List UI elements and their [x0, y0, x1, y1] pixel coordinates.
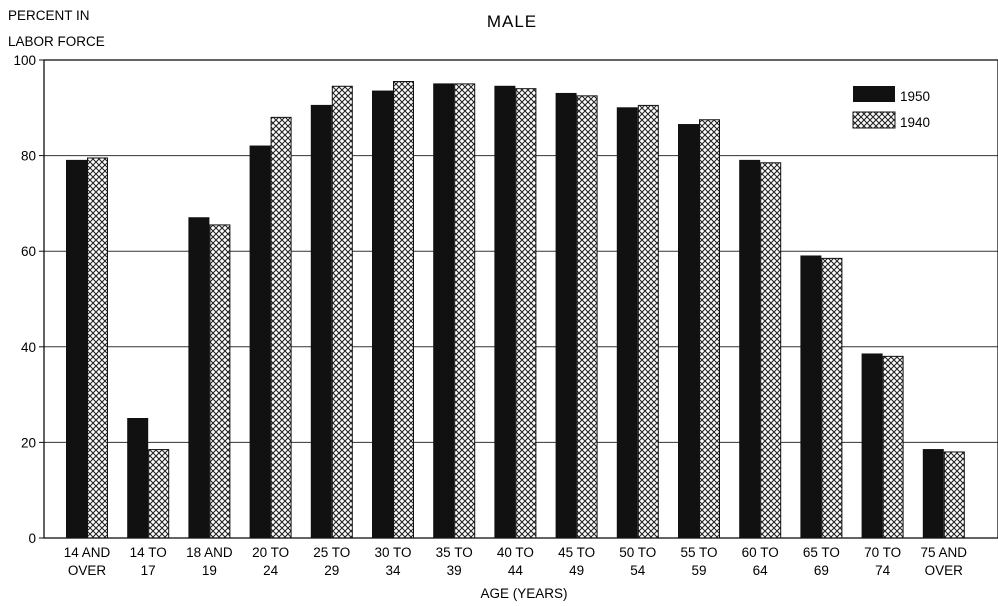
- x-axis-label: AGE (YEARS): [480, 586, 567, 601]
- bar-1950: [310, 104, 332, 539]
- x-tick-label: 35 TO: [436, 545, 473, 560]
- x-tick-label: 25 TO: [313, 545, 350, 560]
- bar-1950: [678, 124, 699, 539]
- x-tick-label: 39: [447, 563, 462, 578]
- x-tick-label: 45 TO: [558, 545, 595, 560]
- y-axis-label-line1: PERCENT IN: [8, 8, 90, 23]
- x-tick-label: 64: [753, 563, 769, 578]
- x-axis-ticks: 14 AND OVER 14 TO 17 18 AND 19 20 TO 24 25 TO 29 3…: [64, 545, 968, 578]
- bar-1950: [922, 449, 944, 539]
- legend-swatch-1940: [852, 111, 896, 129]
- legend: 1950 1940: [852, 86, 930, 130]
- bar-1940: [270, 116, 292, 539]
- x-tick-label: 18 AND: [186, 545, 233, 560]
- bar-1950: [372, 90, 393, 539]
- bar-1940: [393, 81, 414, 539]
- bar-1950: [66, 159, 87, 539]
- legend-label-1950: 1950: [900, 89, 930, 104]
- x-tick-label: 49: [569, 563, 584, 578]
- x-tick-label: 14 AND: [64, 545, 111, 560]
- x-tick-label: 60 TO: [742, 545, 779, 560]
- legend-swatch-1950: [853, 86, 895, 102]
- bar-1940: [576, 95, 598, 539]
- bars: [66, 81, 965, 539]
- x-tick-label: OVER: [68, 563, 107, 578]
- bar-1940: [821, 257, 843, 539]
- legend-label-1940: 1940: [900, 115, 930, 130]
- plot-frame: [43, 59, 998, 539]
- x-tick-label: 30 TO: [374, 545, 411, 560]
- x-tick-label: 55 TO: [680, 545, 717, 560]
- x-tick-label: 24: [263, 563, 279, 578]
- x-tick-label: 59: [691, 563, 706, 578]
- y-tick-label: 100: [13, 53, 36, 68]
- y-tick-label: 0: [28, 531, 36, 546]
- bar-1950: [494, 85, 516, 539]
- x-tick-label: 69: [814, 563, 829, 578]
- bar-1940: [760, 162, 782, 539]
- bar-1950: [433, 83, 455, 539]
- x-tick-label: 50 TO: [619, 545, 656, 560]
- x-tick-label: 74: [875, 563, 891, 578]
- bar-1940: [882, 355, 904, 539]
- bar-1950: [861, 353, 883, 539]
- bar-1940: [148, 449, 170, 539]
- bar-1950: [249, 145, 271, 539]
- bar-1940: [209, 224, 231, 539]
- x-tick-label: 29: [324, 563, 339, 578]
- x-tick-label: OVER: [925, 563, 964, 578]
- y-axis-label-line2: LABOR FORCE: [8, 34, 105, 49]
- x-tick-label: 20 TO: [252, 545, 289, 560]
- x-tick-label: 14 TO: [130, 545, 167, 560]
- x-tick-label: 19: [202, 563, 217, 578]
- bar-1950: [616, 107, 638, 539]
- bar-1950: [800, 255, 822, 539]
- x-tick-label: 44: [508, 563, 524, 578]
- bar-1950: [127, 418, 149, 539]
- bar-1940: [637, 104, 659, 539]
- bar-1940: [87, 157, 108, 539]
- y-tick-label: 80: [21, 149, 36, 164]
- y-tick-label: 20: [21, 435, 36, 450]
- bar-1940: [943, 451, 965, 539]
- y-tick-label: 40: [21, 340, 36, 355]
- chart-title: MALE: [487, 12, 537, 31]
- bar-1940: [699, 119, 720, 539]
- y-axis-ticks: 0 20 40 60 80 100: [13, 53, 44, 546]
- x-tick-label: 70 TO: [864, 545, 901, 560]
- x-tick-label: 34: [385, 563, 401, 578]
- y-tick-label: 60: [21, 244, 36, 259]
- x-tick-label: 17: [141, 563, 156, 578]
- x-tick-label: 40 TO: [497, 545, 534, 560]
- x-tick-label: 65 TO: [803, 545, 840, 560]
- x-tick-label: 54: [630, 563, 646, 578]
- bar-1950: [188, 217, 210, 539]
- bar-1940: [331, 85, 353, 539]
- x-tick-label: 75 AND: [921, 545, 968, 560]
- bar-1950: [739, 159, 761, 539]
- bar-1950: [555, 92, 577, 539]
- bar-1940: [454, 83, 476, 539]
- bar-1940: [515, 88, 537, 539]
